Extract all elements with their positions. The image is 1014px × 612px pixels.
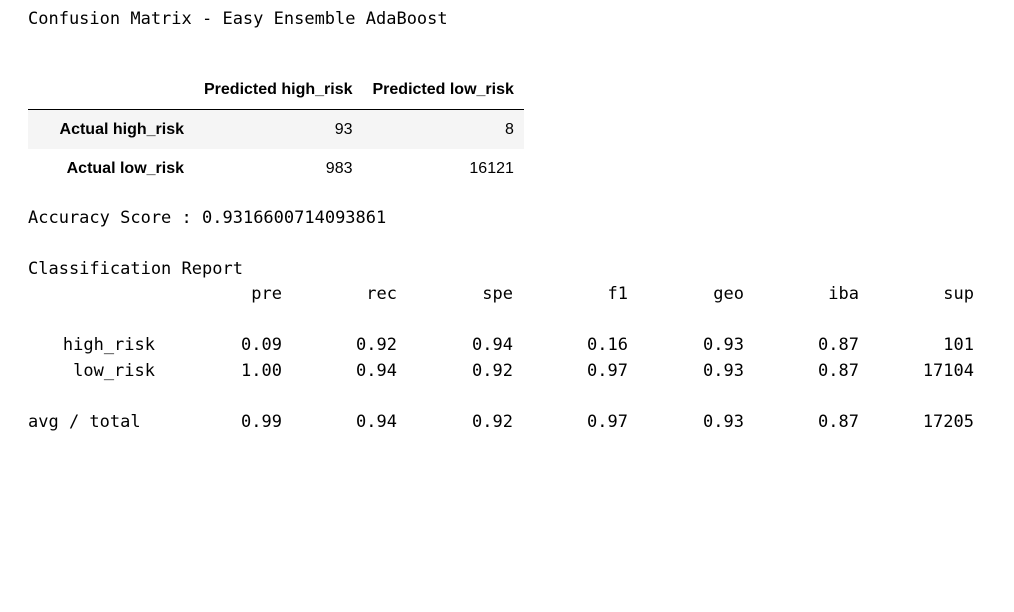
report-row: high_risk 0.09 0.92 0.94 0.16 0.93 0.87 … (28, 335, 988, 361)
report-cell: 0.97 (587, 412, 628, 432)
report-header: pre (251, 284, 282, 304)
accuracy-value: 0.9316600714093861 (202, 208, 387, 228)
report-cell: 0.93 (703, 335, 744, 355)
report-row-label: low_risk (73, 361, 155, 381)
report-cell: 0.92 (472, 412, 513, 432)
report-header: rec (366, 284, 397, 304)
report-header: spe (482, 284, 513, 304)
report-cell: 0.16 (587, 335, 628, 355)
report-total-row: avg / total 0.99 0.94 0.92 0.97 0.93 0.8… (28, 412, 988, 438)
report-cell: 0.87 (818, 412, 859, 432)
table-cell: 8 (504, 121, 514, 138)
table-cell: 983 (325, 160, 353, 177)
row-label: Actual high_risk (59, 121, 184, 138)
report-total-label: avg / total (28, 412, 141, 432)
column-header: Predicted low_risk (362, 70, 524, 110)
report-cell: 0.94 (356, 412, 397, 432)
report-cell: 17104 (922, 361, 974, 381)
row-label: Actual low_risk (66, 160, 184, 177)
accuracy-line: Accuracy Score : 0.9316600714093861 (28, 208, 386, 228)
classification-report: pre rec spe f1 geo iba sup high_risk 0.0… (28, 284, 974, 524)
report-header: f1 (607, 284, 628, 304)
table-row: Actual low_risk 983 16121 (28, 149, 524, 188)
table-row: Actual high_risk 93 8 (28, 109, 524, 149)
report-header-row: pre rec spe f1 geo iba sup (28, 284, 988, 310)
report-cell: 0.94 (472, 335, 513, 355)
table-header-row: Predicted high_risk Predicted low_risk (28, 70, 524, 110)
report-cell: 0.92 (472, 361, 513, 381)
report-header: geo (713, 284, 744, 304)
report-header: sup (943, 284, 974, 304)
report-cell: 17205 (922, 412, 974, 432)
report-row: low_risk 1.00 0.94 0.92 0.97 0.93 0.87 1… (28, 361, 988, 387)
table-cell: 16121 (469, 160, 514, 177)
report-row-label: high_risk (62, 335, 155, 355)
report-title: Classification Report (28, 259, 243, 279)
report-cell: 1.00 (241, 361, 282, 381)
report-header: iba (828, 284, 859, 304)
table-corner-cell (28, 70, 194, 110)
accuracy-label: Accuracy Score : (28, 208, 192, 228)
column-header: Predicted high_risk (194, 70, 363, 110)
report-cell: 0.92 (356, 335, 397, 355)
report-cell: 0.99 (241, 412, 282, 432)
report-cell: 101 (943, 335, 974, 355)
report-cell: 0.93 (703, 412, 744, 432)
report-cell: 0.97 (587, 361, 628, 381)
table-cell: 93 (334, 121, 353, 138)
report-cell: 0.87 (818, 335, 859, 355)
report-cell: 0.87 (818, 361, 859, 381)
confusion-matrix-table: Predicted high_risk Predicted low_risk A… (28, 70, 524, 188)
output-title: Confusion Matrix - Easy Ensemble AdaBoos… (28, 9, 448, 29)
report-cell: 0.94 (356, 361, 397, 381)
report-cell: 0.93 (703, 361, 744, 381)
report-cell: 0.09 (241, 335, 282, 355)
